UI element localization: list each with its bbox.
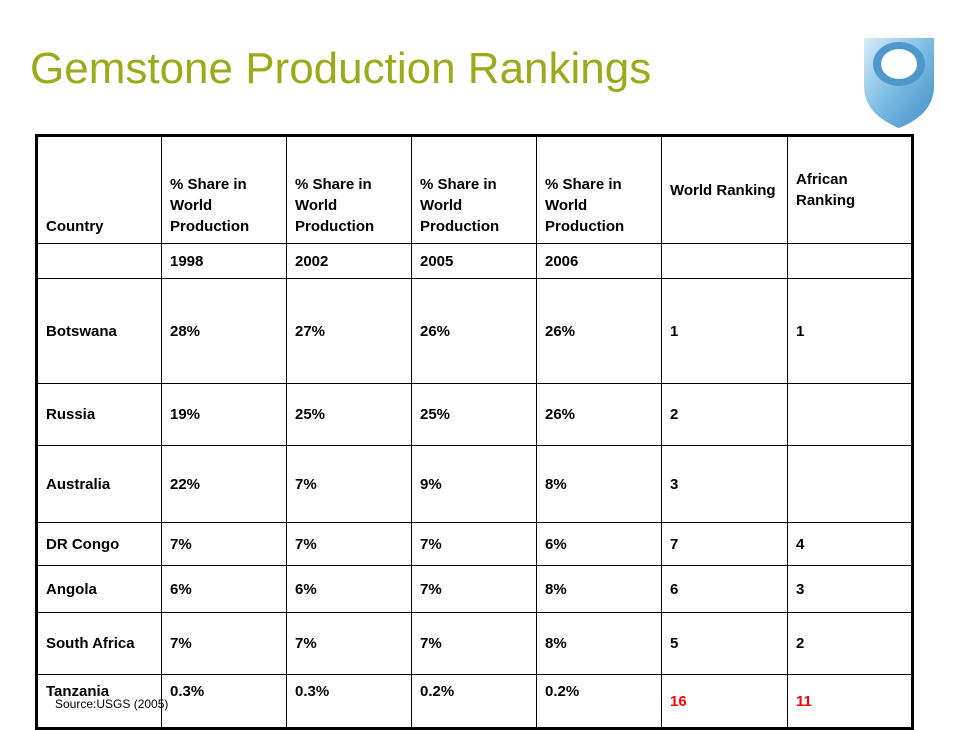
african-rank-cell: 3 — [787, 565, 913, 613]
world-rank-cell: 7 — [661, 522, 788, 566]
share-cell: 26% — [411, 278, 537, 384]
share-cell: 7% — [411, 612, 537, 675]
share-cell: 9% — [411, 445, 537, 523]
country-cell: South Africa — [36, 612, 162, 675]
header-world-ranking: World Ranking — [661, 135, 788, 244]
world-rank-cell: 2 — [661, 383, 788, 446]
header-share-1998: % Share in World Production — [161, 135, 287, 244]
share-cell: 7% — [161, 522, 287, 566]
world-rank-cell: 1 — [661, 278, 788, 384]
header-share-2005: % Share in World Production — [411, 135, 537, 244]
share-cell: 7% — [286, 612, 412, 675]
year-row: 1998 2002 2005 2006 — [36, 243, 913, 279]
header-share-2002: % Share in World Production — [286, 135, 412, 244]
table-row: Australia 22% 7% 9% 8% 3 — [36, 445, 913, 523]
share-cell: 7% — [286, 522, 412, 566]
year-cell — [661, 243, 788, 279]
share-cell: 22% — [161, 445, 287, 523]
share-cell: 8% — [536, 612, 662, 675]
header-row: Country % Share in World Production % Sh… — [36, 135, 913, 244]
year-cell: 2002 — [286, 243, 412, 279]
african-rank-cell: 1 — [787, 278, 913, 384]
country-cell: Angola — [36, 565, 162, 613]
share-cell: 7% — [161, 612, 287, 675]
world-rank-cell: 5 — [661, 612, 788, 675]
table-row: DR Congo 7% 7% 7% 6% 7 4 — [36, 522, 913, 566]
share-cell: 19% — [161, 383, 287, 446]
year-cell: 2005 — [411, 243, 537, 279]
african-rank-cell — [787, 445, 913, 523]
header-share-2006: % Share in World Production — [536, 135, 662, 244]
slide-title: Gemstone Production Rankings — [30, 44, 652, 93]
share-cell: 0.3% — [161, 674, 287, 729]
share-cell: 26% — [536, 278, 662, 384]
african-rank-cell: 4 — [787, 522, 913, 566]
country-cell: Australia — [36, 445, 162, 523]
share-cell: 0.2% — [411, 674, 537, 729]
world-rank-cell: 3 — [661, 445, 788, 523]
country-cell: Botswana — [36, 278, 162, 384]
african-rank-cell: 2 — [787, 612, 913, 675]
world-rank-cell: 6 — [661, 565, 788, 613]
country-cell: Russia — [36, 383, 162, 446]
table-row: South Africa 7% 7% 7% 8% 5 2 — [36, 612, 913, 675]
world-rank-cell: 16 — [661, 674, 788, 729]
share-cell: 6% — [161, 565, 287, 613]
table-row: Russia 19% 25% 25% 26% 2 — [36, 383, 913, 446]
year-cell — [36, 243, 162, 279]
table-row: Angola 6% 6% 7% 8% 6 3 — [36, 565, 913, 613]
year-cell: 1998 — [161, 243, 287, 279]
share-cell: 7% — [411, 565, 537, 613]
share-cell: 25% — [411, 383, 537, 446]
header-country: Country — [36, 135, 162, 244]
year-cell: 2006 — [536, 243, 662, 279]
share-cell: 7% — [411, 522, 537, 566]
share-cell: 0.3% — [286, 674, 412, 729]
header-african-ranking: African Ranking — [787, 135, 913, 244]
share-cell: 6% — [286, 565, 412, 613]
share-cell: 0.2% — [536, 674, 662, 729]
share-cell: 25% — [286, 383, 412, 446]
share-cell: 6% — [536, 522, 662, 566]
gemstone-production-table: Country % Share in World Production % Sh… — [35, 134, 914, 730]
share-cell: 26% — [536, 383, 662, 446]
african-rank-cell: 11 — [787, 674, 913, 729]
table-row: Botswana 28% 27% 26% 26% 1 1 — [36, 278, 913, 384]
african-rank-cell — [787, 383, 913, 446]
year-cell — [787, 243, 913, 279]
share-cell: 8% — [536, 445, 662, 523]
open-university-logo — [864, 38, 934, 128]
share-cell: 7% — [286, 445, 412, 523]
share-cell: 28% — [161, 278, 287, 384]
share-cell: 27% — [286, 278, 412, 384]
source-note: Source:USGS (2005) — [55, 697, 169, 711]
share-cell: 8% — [536, 565, 662, 613]
country-cell: DR Congo — [36, 522, 162, 566]
